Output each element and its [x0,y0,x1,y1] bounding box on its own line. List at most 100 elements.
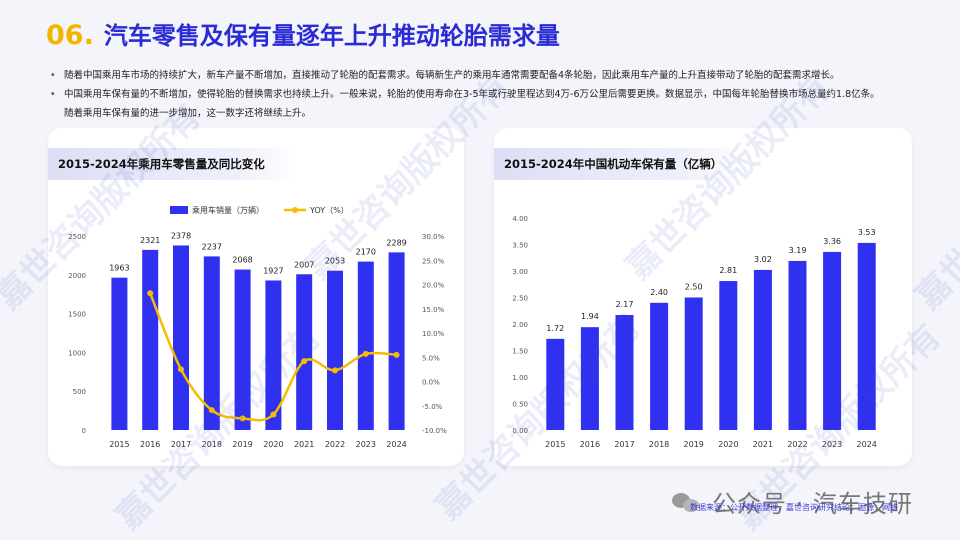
x-tick-label: 2023 [822,440,842,449]
sales-bar-label: 1927 [263,266,283,275]
sales-bar-label: 2170 [356,248,376,257]
ownership-bar [580,327,599,430]
y-right-tick-label: 10.0% [422,330,445,338]
yoy-point [208,407,215,414]
ownership-bar-label: 3.53 [858,228,876,237]
retail-chart: 0 500 1000 1500 2000 2500 -10.0% -5.0% 0.0% 5.0% 1… [68,205,447,449]
y-left-tick-label: 2500 [68,233,86,241]
ownership-bar-label: 2.50 [685,283,703,292]
sales-bar-label: 2237 [202,242,222,251]
y-tick-label: 2.50 [512,295,528,303]
page-title: 06. 汽车零售及保有量逐年上升推动轮胎需求量 [46,16,560,51]
ownership-bar [546,338,565,430]
legend-label-yoy: YOY（%） [309,206,349,215]
sales-bar [388,252,405,430]
legend-marker-yoy [292,207,298,213]
ownership-bar [684,297,703,430]
yoy-point [301,358,308,365]
ownership-bar-label: 3.02 [754,255,772,264]
ownership-bar [788,260,807,430]
y-tick-label: 1.00 [512,374,528,382]
title-number: 06. [46,20,94,51]
sales-bar [234,269,251,430]
y-tick-label: 4.00 [512,215,528,223]
sales-bar-label: 2007 [294,260,314,269]
footer-brand-text: 公众号 · 汽车技研 [712,490,913,518]
y-right-tick-label: 0.0% [422,379,440,387]
x-tick-label: 2019 [232,440,252,449]
y-left-tick-label: 1000 [68,349,86,357]
sales-bar [265,280,282,430]
x-tick-label: 2021 [753,440,773,449]
ownership-bar [719,281,738,430]
x-tick-label: 2024 [386,440,406,449]
sales-bar-label: 2068 [232,256,252,265]
sales-bar [173,245,189,430]
legend-swatch-sales [170,206,188,214]
y-tick-label: 3.50 [512,242,528,250]
x-tick-label: 2015 [109,440,129,449]
yoy-point [270,411,277,418]
y-tick-label: 3.00 [512,268,528,276]
ownership-bar-label: 1.72 [546,324,564,333]
title-text: 汽车零售及保有量逐年上升推动轮胎需求量 [103,22,560,50]
ownership-bar [650,302,669,430]
x-tick-label: 2024 [857,440,877,449]
yoy-point [362,350,369,357]
sales-bar [203,256,220,430]
ownership-bar [615,314,634,430]
bullet-item: 中国乘用车保有量的不断增加，使得轮胎的替换需求也持续上升。一般来说，轮胎的使用寿… [50,85,930,104]
retail-chart-card: 2015-2024年乘用车零售量及同比变化 0 500 1000 1500 2000 25… [48,128,464,466]
x-tick-label: 2017 [171,440,191,449]
yoy-point [393,351,400,358]
ownership-chart-card: 2015-2024年中国机动车保有量（亿辆） 0.00 0.50 1.00 1.50 2… [494,128,912,466]
wechat-icon [672,491,702,513]
ownership-bar [823,251,842,430]
legend-label-sales: 乘用车销量（万辆） [192,205,264,215]
x-tick-label: 2023 [356,440,376,449]
x-tick-label: 2018 [202,440,222,449]
sales-bar [142,249,159,430]
sales-bar-label: 2321 [140,236,160,245]
yoy-point [332,367,338,374]
y-tick-label: 1.50 [512,348,528,356]
x-tick-label: 2018 [649,440,669,449]
y-left-tick-label: 500 [73,388,86,396]
x-tick-label: 2015 [545,440,565,449]
ownership-bar [753,269,772,430]
sales-bar-label: 2053 [325,257,345,266]
sales-bar-label: 1963 [109,264,129,273]
y-right-tick-label: 15.0% [422,306,445,314]
y-left-tick-label: 0 [82,427,86,435]
source-note: 数据来源：公开数据整理，嘉世咨询研究结论；图源：网络 [690,503,898,512]
y-right-tick-label: 25.0% [422,257,445,265]
y-right-tick-label: 30.0% [422,233,445,241]
y-left-tick-label: 2000 [68,272,86,280]
ownership-bar [857,242,876,430]
y-left-tick-label: 1500 [68,311,86,319]
y-tick-label: 0.50 [512,401,528,409]
y-right-tick-label: 5.0% [422,354,440,362]
retail-chart-title: 2015-2024年乘用车零售量及同比变化 [48,148,298,180]
sales-bar [327,270,343,430]
x-tick-label: 2021 [294,440,314,449]
bullet-list: 随着中国乘用车市场的持续扩大，新车产量不断增加，直接推动了轮胎的配套需求。每辆新… [50,66,930,123]
yoy-point [147,290,154,297]
ownership-bar-label: 2.81 [719,266,737,275]
sales-bar [357,261,374,430]
ownership-chart: 0.00 0.50 1.00 1.50 2.00 2.50 3.00 3.50 4.00 1.72… [512,215,877,449]
y-right-tick-label: -5.0% [422,403,443,411]
sales-bar [111,277,128,430]
ownership-bar-label: 2.40 [650,288,668,297]
x-tick-label: 2017 [614,440,634,449]
x-tick-label: 2016 [140,440,160,449]
footer-brand: 公众号 · 汽车技研 [672,484,913,519]
x-tick-label: 2020 [263,440,283,449]
x-tick-label: 2020 [718,440,738,449]
x-tick-label: 2016 [580,440,600,449]
ownership-chart-title: 2015-2024年中国机动车保有量（亿辆） [494,148,744,180]
y-tick-label: 2.00 [512,321,528,329]
ownership-bar-label: 3.19 [789,246,807,255]
sales-bar-label: 2289 [386,238,406,247]
sales-bar-label: 2378 [171,231,191,240]
